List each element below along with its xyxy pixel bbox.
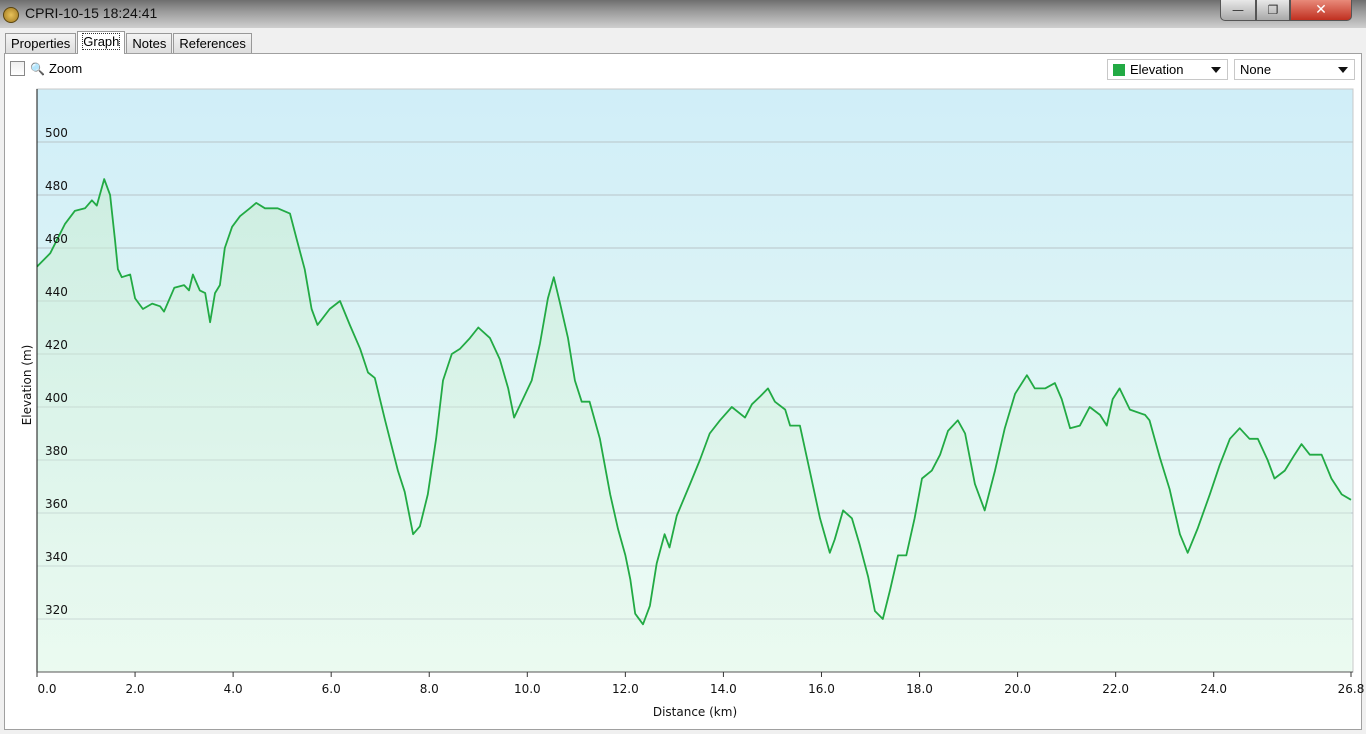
y-tick-label: 340 — [45, 550, 68, 564]
primary-series-value: Elevation — [1130, 62, 1184, 77]
tab-label: Notes — [132, 36, 167, 51]
magnifier-icon: 🔍 — [30, 61, 45, 76]
chevron-down-icon — [1338, 67, 1348, 73]
tab-bar: Properties Graph Notes References — [5, 31, 253, 54]
tab-properties[interactable]: Properties — [5, 33, 77, 54]
x-tick-label: 2.0 — [126, 682, 145, 696]
tab-label: References — [179, 36, 246, 51]
y-tick-label: 460 — [45, 232, 68, 246]
x-tick-label: 18.0 — [906, 682, 933, 696]
minimize-button[interactable]: — — [1220, 0, 1256, 21]
x-tick-label: 8.0 — [420, 682, 439, 696]
x-tick-label: 10.0 — [514, 682, 541, 696]
tab-graph[interactable]: Graph — [77, 31, 126, 54]
elevation-line — [36, 178, 1352, 626]
title-bar: CPRI-10-15 18:24:41 — ❐ ✕ — [0, 0, 1366, 28]
y-tick-label: 360 — [45, 497, 68, 511]
chevron-down-icon — [1211, 67, 1221, 73]
primary-series-select[interactable]: Elevation — [1107, 59, 1228, 80]
y-tick-label: 320 — [45, 603, 68, 617]
x-tick-label: 12.0 — [612, 682, 639, 696]
x-tick-label: 4.0 — [224, 682, 243, 696]
x-tick-label: 16.0 — [808, 682, 835, 696]
x-tick-label: 0.0 — [37, 682, 56, 696]
y-tick-label: 440 — [45, 285, 68, 299]
tab-references[interactable]: References — [173, 33, 252, 54]
x-tick-label: 14.0 — [710, 682, 737, 696]
zoom-label: Zoom — [48, 61, 83, 76]
tab-notes[interactable]: Notes — [126, 33, 173, 54]
secondary-series-value: None — [1240, 62, 1272, 77]
x-tick-label: 6.0 — [322, 682, 341, 696]
zoom-checkbox[interactable] — [10, 61, 25, 76]
y-tick-label: 380 — [45, 444, 68, 458]
x-tick-label: 20.0 — [1004, 682, 1031, 696]
close-button[interactable]: ✕ — [1290, 0, 1352, 21]
window-title: CPRI-10-15 18:24:41 — [25, 5, 158, 21]
y-axis-label: Elevation (m) — [20, 345, 34, 426]
y-tick-label: 480 — [45, 179, 68, 193]
x-tick-label: 24.0 — [1200, 682, 1227, 696]
x-tick-label: 26.8 — [1338, 682, 1365, 696]
app-icon — [3, 7, 19, 23]
y-tick-label: 500 — [45, 126, 68, 140]
y-tick-label: 420 — [45, 338, 68, 352]
restore-button[interactable]: ❐ — [1256, 0, 1290, 21]
x-tick-label: 22.0 — [1102, 682, 1129, 696]
secondary-series-select[interactable]: None — [1234, 59, 1355, 80]
series-color-swatch — [1113, 63, 1125, 76]
x-axis-label: Distance (km) — [653, 705, 737, 719]
y-tick-label: 400 — [45, 391, 68, 405]
zoom-toggle[interactable]: 🔍 Zoom — [10, 61, 82, 76]
tab-label: Graph — [82, 33, 121, 50]
elevation-area — [37, 179, 1351, 672]
tab-label: Properties — [11, 36, 71, 51]
